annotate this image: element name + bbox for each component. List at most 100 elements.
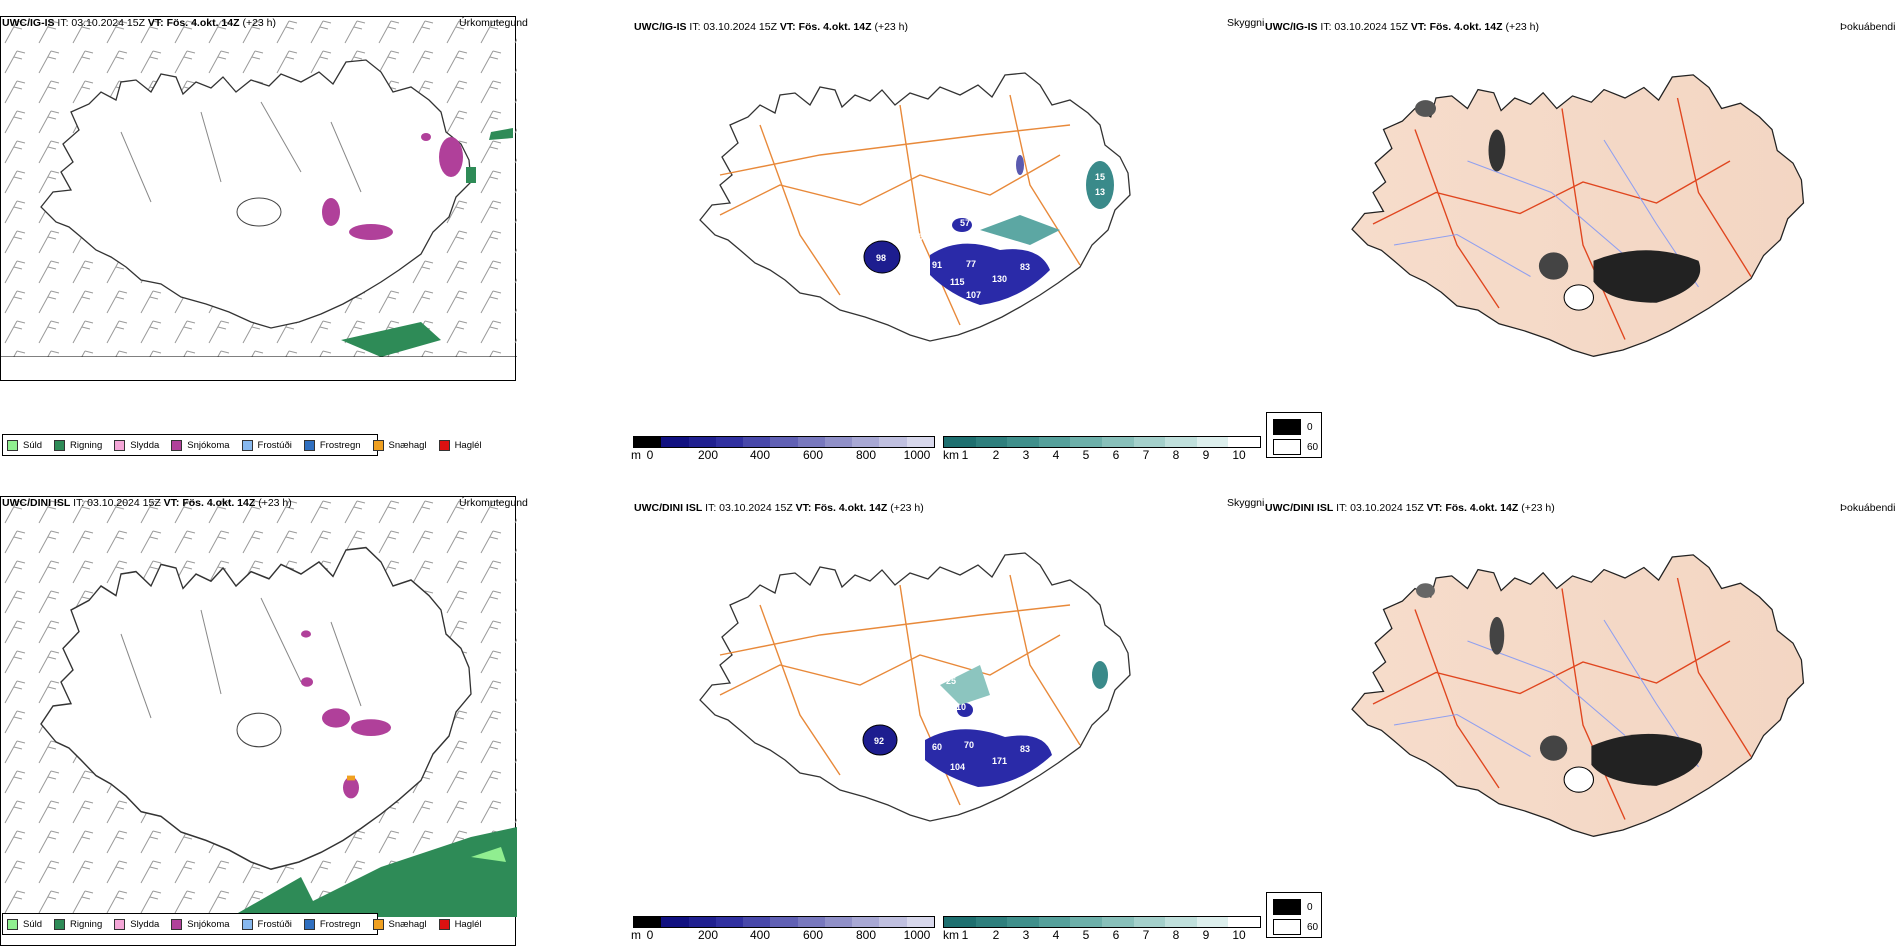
legend-swatch-freezing-drizzle bbox=[241, 439, 253, 451]
colorbar-segment bbox=[1101, 437, 1134, 447]
fog-map-row2 bbox=[1351, 554, 1805, 837]
colorbar-segment bbox=[879, 917, 907, 927]
vis-value-label: 130 bbox=[992, 274, 1007, 284]
legend-label: Snæhagl bbox=[388, 439, 427, 451]
vis-title-row1: Skyggni bbox=[1227, 17, 1265, 29]
precip-map-row1 bbox=[1, 17, 517, 357]
legend-label: Frostregn bbox=[319, 918, 361, 930]
tick-label: 400 bbox=[749, 928, 771, 942]
legend-label: Frostúði bbox=[257, 439, 292, 451]
tick-label: 0 bbox=[646, 928, 654, 942]
colorbar-segment bbox=[1196, 437, 1229, 447]
fog-legend-low: 0 bbox=[1273, 419, 1313, 435]
vis-value-label: 13 bbox=[1095, 187, 1105, 197]
colorbar-segment bbox=[797, 437, 825, 447]
lead-label: (+23 h) bbox=[1521, 502, 1555, 514]
legend-item: Haglél bbox=[438, 439, 482, 451]
legend-item: Snjókoma bbox=[171, 439, 230, 451]
legend-swatch-snow bbox=[171, 918, 183, 930]
vis-value-label: 10 bbox=[956, 702, 966, 712]
fog-low-label: 0 bbox=[1307, 421, 1313, 433]
header-row2-vis: UWC/DINI ISL IT: 03.10.2024 15Z VT: Fös.… bbox=[634, 502, 924, 514]
legend-swatch-freezing-rain bbox=[303, 439, 315, 451]
fog-legend-high: 60 bbox=[1273, 919, 1318, 935]
header-row2-precip: UWC/DINI ISL IT: 03.10.2024 15Z VT: Fös.… bbox=[2, 497, 292, 509]
it-label: IT: 03.10.2024 15Z bbox=[1336, 502, 1424, 514]
tick-label: 9 bbox=[1202, 928, 1210, 942]
fog-map-row1 bbox=[1351, 74, 1805, 357]
legend-item: Snæhagl bbox=[372, 439, 427, 451]
model-name: UWC/IG-IS bbox=[2, 17, 55, 29]
colorbar-segment bbox=[852, 437, 880, 447]
legend-label: Rigning bbox=[70, 439, 103, 451]
legend-item: Súld bbox=[7, 918, 42, 930]
colorbar-segment bbox=[852, 917, 880, 927]
colorbar-segment bbox=[634, 917, 662, 927]
vis-value-label: 57 bbox=[960, 218, 970, 228]
fog-title-row2: Þokuábendi bbox=[1840, 502, 1896, 514]
visibility-ticks-row2: km 1 2 3 4 5 6 7 8 9 10 bbox=[943, 928, 1261, 942]
vis-value-label: 60 bbox=[932, 742, 942, 752]
colorbar-segment bbox=[1070, 437, 1102, 447]
it-label: IT: 03.10.2024 15Z bbox=[73, 497, 161, 509]
legend-item: Rigning bbox=[54, 439, 103, 451]
tick-label: 10 bbox=[1232, 928, 1246, 942]
cloudbase-ticks-row1: m 0 200 400 600 800 1000 bbox=[631, 448, 935, 462]
vt-label: VT: Fös. 4.okt. 14Z bbox=[1426, 502, 1519, 514]
colorbar-segment bbox=[1165, 917, 1197, 927]
colorbar-segment bbox=[879, 437, 907, 447]
colorbar-segment bbox=[944, 437, 976, 447]
legend-swatch-drizzle bbox=[7, 918, 18, 930]
tick-label: 600 bbox=[802, 448, 824, 462]
colorbar-segment bbox=[1228, 917, 1260, 927]
fog-legend-row1: 0 60 bbox=[1266, 412, 1322, 458]
tick-label: 800 bbox=[855, 928, 877, 942]
legend-swatch-freezing-rain bbox=[303, 918, 315, 930]
model-name: UWC/IG-IS bbox=[1265, 21, 1318, 33]
header-row2-fog: UWC/DINI ISL IT: 03.10.2024 15Z VT: Fös.… bbox=[1265, 502, 1555, 514]
legend-swatch-snow-pellets bbox=[372, 918, 384, 930]
tick-label: 8 bbox=[1172, 928, 1180, 942]
legend-swatch-hail bbox=[438, 918, 450, 930]
tick-label: 4 bbox=[1052, 448, 1060, 462]
fog-swatch-white bbox=[1273, 439, 1301, 455]
model-name: UWC/DINI ISL bbox=[2, 497, 71, 509]
colorbar-segment bbox=[1038, 917, 1071, 927]
colorbar-segment bbox=[1196, 917, 1229, 927]
lead-label: (+23 h) bbox=[242, 17, 277, 29]
tick-label: 1 bbox=[961, 448, 969, 462]
it-label: IT: 03.10.2024 15Z bbox=[57, 17, 145, 29]
vis-map-row2: 92 60 70 104 171 83 10 10 25 75 bbox=[699, 552, 1131, 822]
colorbar-segment bbox=[944, 917, 976, 927]
legend-swatch-rain bbox=[54, 918, 66, 930]
vis-value-label: 15 bbox=[1095, 172, 1105, 182]
precip-legend-row1: Súld Rigning Slydda Snjókoma Frostúði Fr… bbox=[2, 434, 482, 456]
colorbar-segment bbox=[1007, 437, 1039, 447]
fog-high-label: 60 bbox=[1307, 921, 1319, 933]
colorbar-segment bbox=[688, 437, 716, 447]
legend-item: Snæhagl bbox=[372, 918, 427, 930]
legend-swatch-freezing-drizzle bbox=[241, 918, 253, 930]
unit-label: m bbox=[631, 928, 641, 942]
colorbar-segment bbox=[1038, 437, 1071, 447]
precip-title-row1: Úrkomutegund bbox=[459, 17, 528, 29]
vt-label: VT: Fös. 4.okt. 14Z bbox=[779, 21, 872, 33]
legend-item: Súld bbox=[7, 439, 42, 451]
tick-label: 5 bbox=[1082, 928, 1090, 942]
colorbar-segment bbox=[743, 917, 771, 927]
colorbar-segment bbox=[824, 437, 853, 447]
visibility-colorbar-row1 bbox=[943, 436, 1261, 448]
colorbar-segment bbox=[634, 437, 662, 447]
unit-label: m bbox=[631, 448, 641, 462]
fog-legend-low: 0 bbox=[1273, 899, 1313, 915]
colorbar-segment bbox=[770, 437, 798, 447]
tick-label: 1000 bbox=[903, 928, 931, 942]
tick-label: 200 bbox=[697, 448, 719, 462]
legend-swatch-hail bbox=[438, 439, 450, 451]
colorbar-segment bbox=[824, 917, 853, 927]
vis-value-label: 10 bbox=[968, 798, 978, 808]
legend-label: Rigning bbox=[70, 918, 103, 930]
lead-label: (+23 h) bbox=[258, 497, 292, 509]
lead-label: (+23 h) bbox=[874, 21, 909, 33]
precip-panel-row1 bbox=[0, 16, 517, 381]
